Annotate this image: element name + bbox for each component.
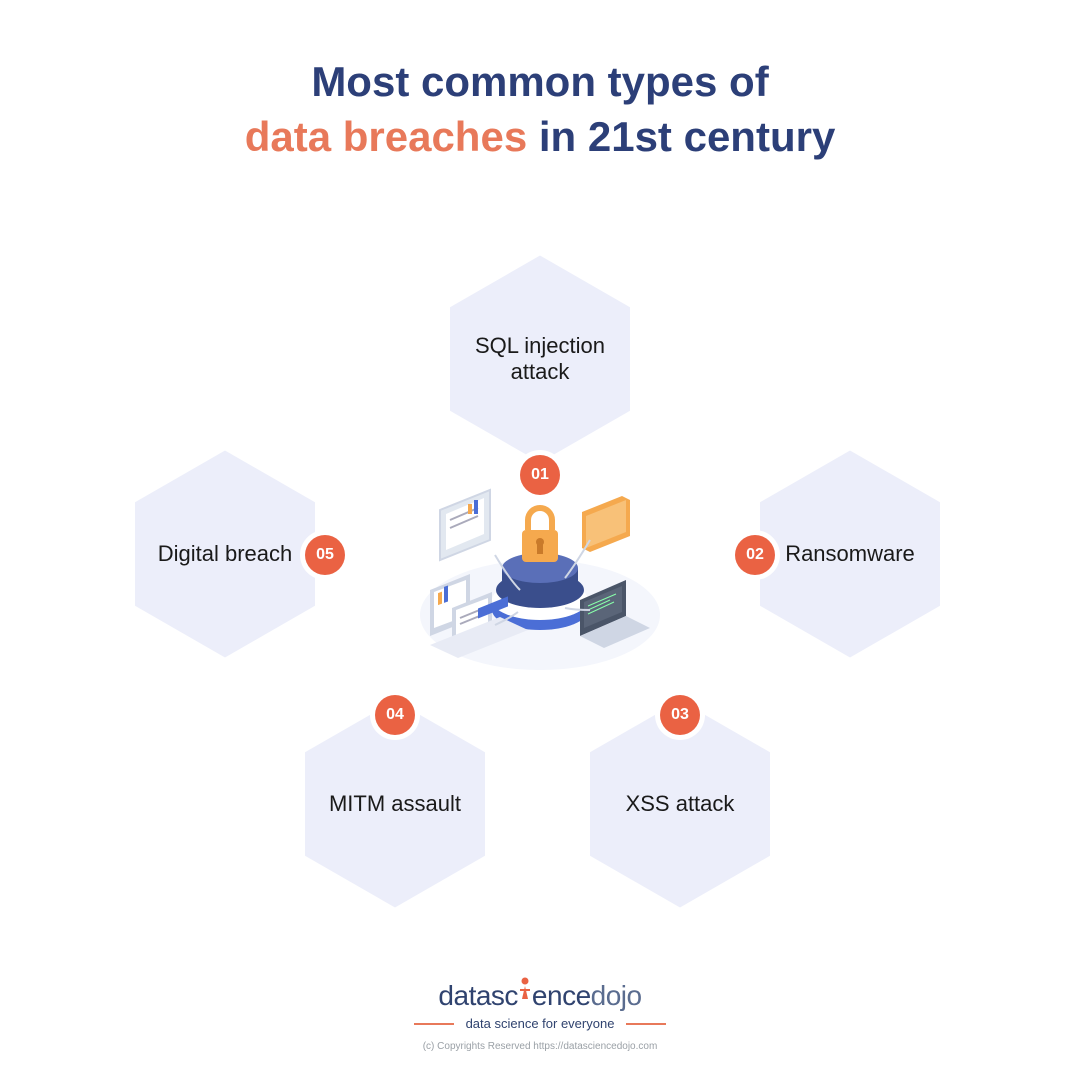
brand-tagline: data science for everyone: [466, 1016, 615, 1031]
hex-label-03: XSS attack: [612, 791, 749, 817]
number-badge-02: 02: [735, 535, 775, 575]
hex-node-02: Ransomware: [760, 450, 940, 658]
hex-label-01: SQL injection attack: [450, 333, 630, 385]
footer: datascencedojo data science for everyone…: [0, 980, 1080, 1052]
hex-node-01: SQL injection attack: [450, 255, 630, 463]
number-badge-04: 04: [375, 695, 415, 735]
number-badge-05: 05: [305, 535, 345, 575]
tagline-bar-left: [414, 1023, 454, 1025]
brand-part-ence: ence: [532, 980, 591, 1011]
center-illustration: [400, 460, 680, 680]
brand-part-dojo: dojo: [591, 980, 642, 1011]
tagline-bar-right: [626, 1023, 666, 1025]
breach-diagram: SQL injection attack01Ransomware02XSS at…: [0, 0, 1080, 1080]
hex-label-04: MITM assault: [315, 791, 475, 817]
number-badge-03: 03: [660, 695, 700, 735]
brand-logo: datascencedojo: [0, 980, 1080, 1012]
hex-label-02: Ransomware: [771, 541, 929, 567]
copyright-text: (c) Copyrights Reserved https://datascie…: [0, 1041, 1080, 1052]
hex-node-05: Digital breach: [135, 450, 315, 658]
brand-tagline-row: data science for everyone: [0, 1016, 1080, 1031]
brand-part-sc: sc: [491, 980, 518, 1011]
brand-person-icon: [518, 976, 532, 1008]
lock-icon: [522, 508, 558, 562]
hex-label-05: Digital breach: [144, 541, 307, 567]
brand-part-data: data: [438, 980, 491, 1011]
